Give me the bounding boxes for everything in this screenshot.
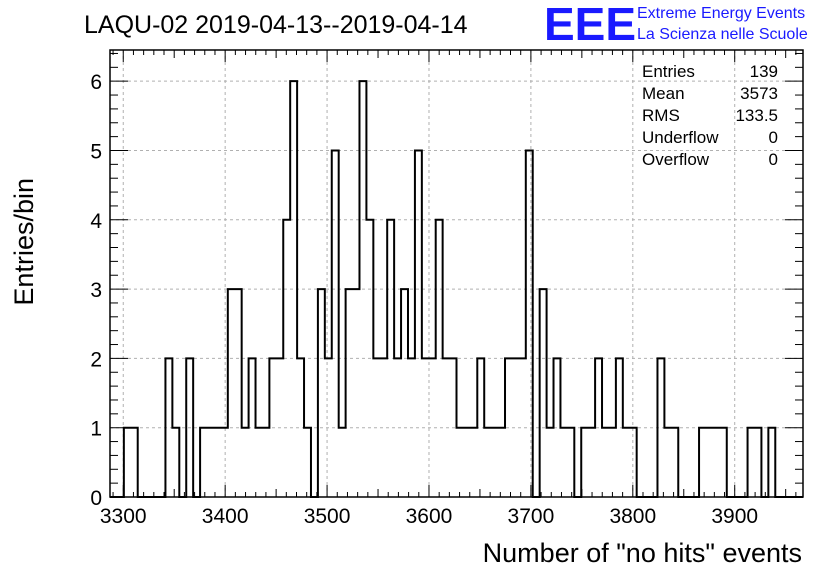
x-tick-label: 3300 [100, 505, 147, 528]
stats-label: Overflow [642, 150, 710, 169]
y-axis-label: Entries/bin [9, 178, 39, 306]
plot-frame [109, 49, 804, 498]
histogram-series [110, 80, 803, 498]
y-tick-label: 3 [90, 279, 102, 302]
stats-label: RMS [642, 106, 680, 125]
stats-value: 133.5 [735, 106, 778, 125]
logo-mark: EEE [544, 0, 636, 50]
stats-label: Mean [642, 84, 685, 103]
stats-value: 139 [750, 62, 778, 81]
stats-value: 0 [769, 128, 778, 147]
y-tick-label: 4 [90, 210, 102, 233]
axis-ticks: 3300 3400 3500 3600 3700 3800 3900 0 1 2 3 4 5 6 [90, 50, 803, 528]
x-axis-label: Number of "no hits" events [483, 538, 802, 568]
stats-label: Underflow [642, 128, 719, 147]
logo-line2: La Scienza nelle Scuole [637, 26, 808, 43]
eee-logo: EEE Extreme Energy Events La Scienza nel… [544, 0, 808, 50]
stats-label: Entries [642, 62, 695, 81]
x-tick-label: 3600 [406, 505, 453, 528]
y-tick-label: 2 [90, 348, 102, 371]
x-tick-label: 3500 [304, 505, 351, 528]
chart-title: LAQU-02 2019-04-13--2019-04-14 [84, 11, 468, 39]
y-tick-label: 6 [90, 71, 102, 94]
y-tick-label: 0 [90, 487, 102, 510]
logo-line1: Extreme Energy Events [637, 5, 805, 22]
x-tick-label: 3400 [202, 505, 249, 528]
x-tick-label: 3900 [711, 505, 758, 528]
stats-box: Entries 139 Mean 3573 RMS 133.5 Underflow 0 Over… [642, 62, 778, 169]
x-tick-label: 3800 [609, 505, 656, 528]
stats-value: 3573 [740, 84, 778, 103]
grid [110, 50, 803, 497]
y-tick-label: 1 [90, 418, 102, 441]
y-tick-label: 5 [90, 140, 102, 163]
x-tick-label: 3700 [508, 505, 555, 528]
stats-value: 0 [769, 150, 778, 169]
